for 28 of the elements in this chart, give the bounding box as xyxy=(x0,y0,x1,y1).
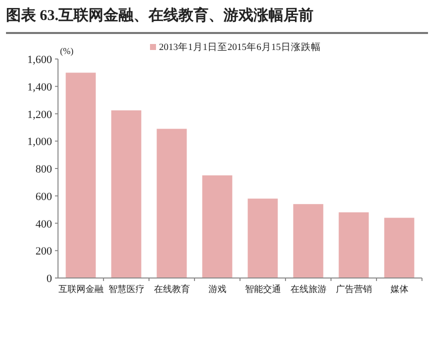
legend-label: 2013年1月1日至2015年6月15日涨跌幅 xyxy=(159,41,321,53)
y-axis-title: (%) xyxy=(60,46,74,56)
bar xyxy=(248,198,278,278)
x-tick-label: 广告营销 xyxy=(336,284,372,294)
bar xyxy=(66,72,96,278)
y-tick-label: 800 xyxy=(36,164,52,176)
x-tick-label: 在线教育 xyxy=(154,284,190,294)
y-tick-label: 1,600 xyxy=(27,54,52,66)
x-tick-label: 智慧医疗 xyxy=(108,284,144,294)
y-tick-label: 1,400 xyxy=(27,81,52,94)
x-tick-label: 智能交通 xyxy=(244,284,281,294)
bar xyxy=(111,110,142,278)
bar xyxy=(293,204,324,278)
bar xyxy=(202,175,232,278)
bar xyxy=(338,212,369,278)
bar xyxy=(156,128,187,278)
x-tick-label: 互联网金融 xyxy=(58,284,104,294)
x-tick-label: 在线旅游 xyxy=(290,284,326,294)
y-tick-label: 1,200 xyxy=(27,108,52,121)
y-tick-label: 400 xyxy=(36,218,52,230)
y-tick-label: 0 xyxy=(46,273,52,285)
y-tick-label: 1,000 xyxy=(27,136,52,148)
bar xyxy=(384,218,414,278)
y-tick-label: 600 xyxy=(36,190,52,203)
chart-title: 图表 63.互联网金融、在线教育、游戏涨幅居前 xyxy=(6,6,314,24)
x-tick-label: 媒体 xyxy=(390,284,408,294)
x-tick-label: 游戏 xyxy=(208,284,226,294)
y-tick-label: 200 xyxy=(36,246,52,258)
